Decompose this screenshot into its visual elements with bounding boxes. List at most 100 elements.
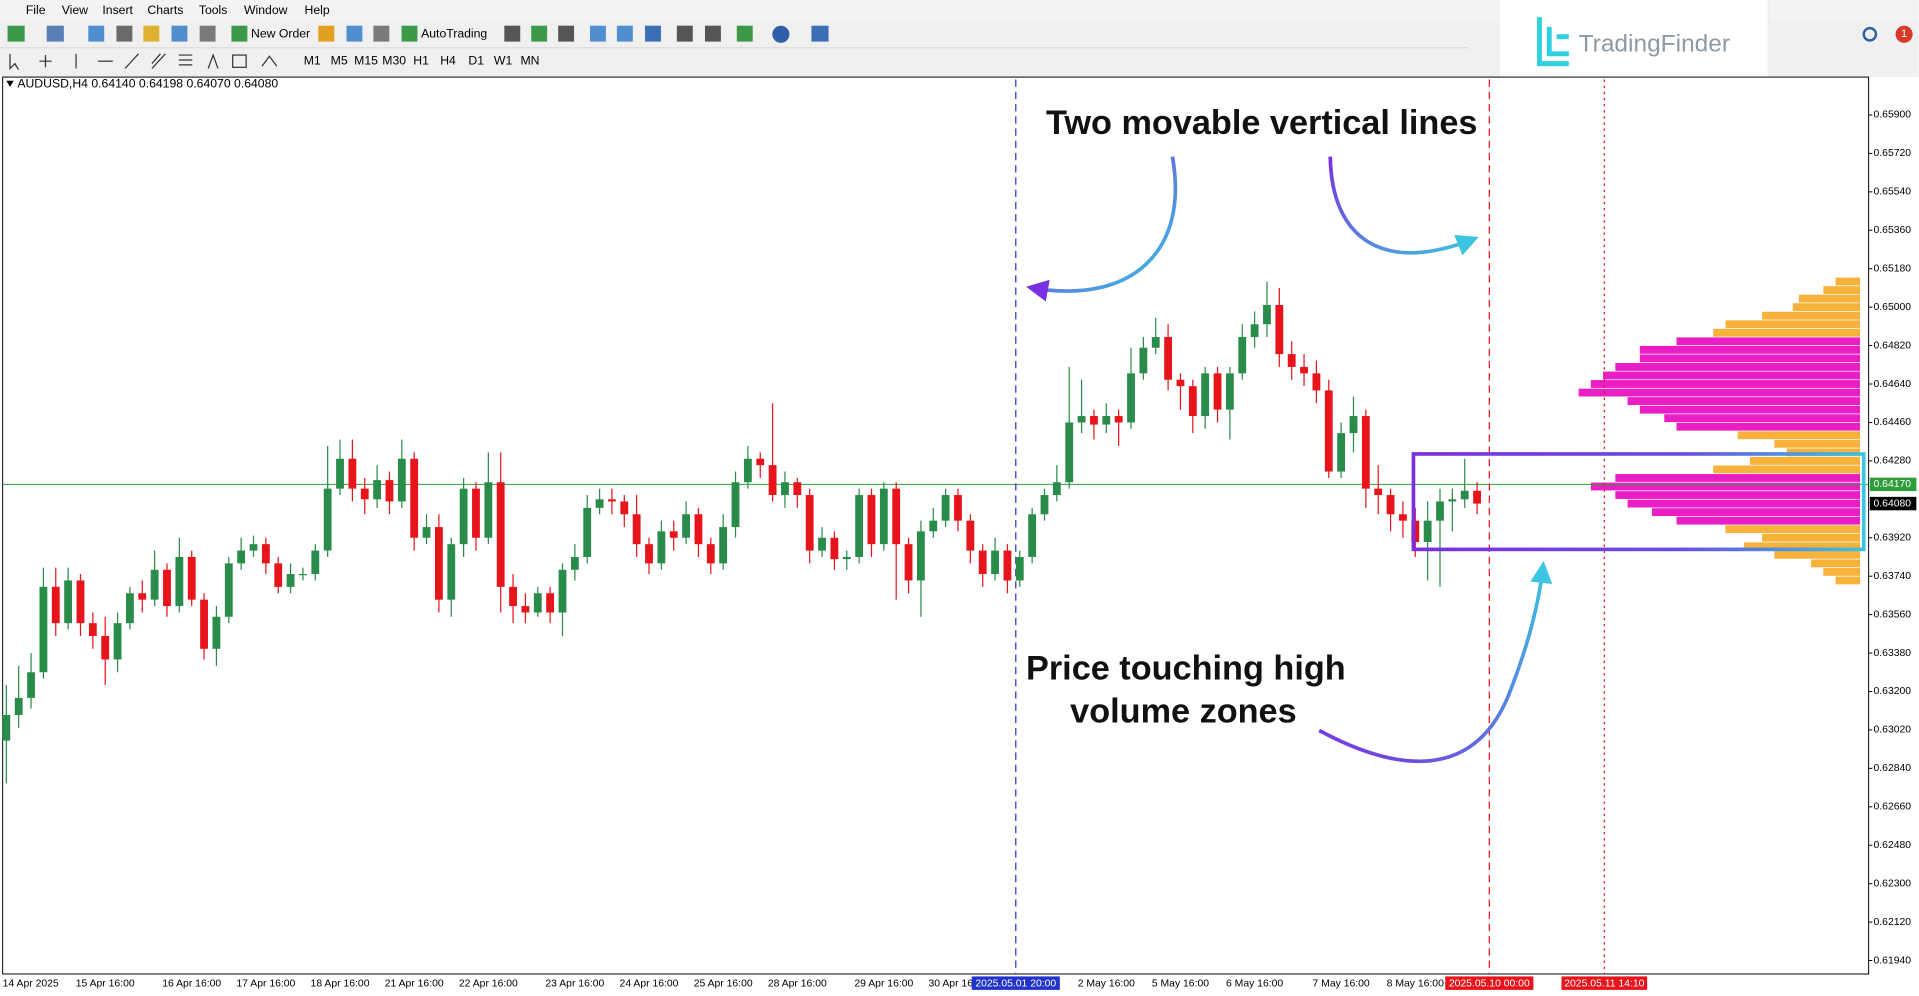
icon[interactable] (589, 25, 606, 42)
timeframe-button[interactable]: M1 (304, 53, 321, 67)
icon[interactable] (346, 25, 363, 42)
y-tick-label: 0.65000 (1874, 302, 1912, 313)
icon[interactable] (373, 25, 390, 42)
icon[interactable] (616, 25, 633, 42)
icon[interactable] (231, 25, 248, 42)
timeframe-button[interactable]: W1 (494, 53, 513, 67)
candle-body (830, 537, 839, 560)
y-tick-label: 0.63020 (1874, 725, 1912, 736)
candle-body (1213, 373, 1222, 410)
annotation: Two movable vertical lines (1046, 104, 1477, 142)
icon[interactable] (178, 54, 193, 66)
timeframe-button[interactable]: H4 (440, 53, 456, 67)
candle-body (805, 495, 814, 551)
candle-body (1374, 488, 1383, 496)
candle-body (249, 544, 258, 551)
timeframe-button[interactable]: H1 (413, 53, 429, 67)
x-tick-label: 7 May 16:00 (1313, 979, 1370, 990)
candle-body (14, 697, 23, 715)
symbol-menu-icon[interactable] (6, 80, 14, 87)
icon[interactable] (645, 25, 661, 42)
volume-bar (1627, 499, 1861, 508)
menu-item[interactable]: View (62, 3, 88, 17)
candle-body (558, 569, 567, 613)
menu-item[interactable]: Insert (102, 3, 133, 17)
icon[interactable] (772, 25, 790, 43)
candle-body (101, 635, 110, 660)
volume-bar (1835, 576, 1861, 585)
toolbar-button[interactable]: AutoTrading (421, 26, 487, 40)
icon[interactable] (676, 25, 693, 42)
icon[interactable] (9, 53, 20, 71)
candle-body (842, 556, 851, 560)
y-tick-label: 0.64820 (1874, 340, 1912, 351)
logo-text: TradingFinder (1579, 31, 1730, 58)
menu-item[interactable]: File (26, 3, 46, 17)
icon[interactable] (143, 25, 160, 42)
icon[interactable] (736, 25, 753, 42)
candle-body (422, 527, 431, 538)
candle-body (620, 501, 629, 515)
icon[interactable] (531, 25, 548, 42)
candle-body (904, 544, 913, 581)
icon[interactable] (232, 54, 247, 68)
menu-item[interactable]: Help (305, 3, 330, 17)
icon[interactable] (151, 53, 166, 69)
icon[interactable] (88, 25, 105, 42)
candle-body (1090, 416, 1098, 425)
candle-body (1448, 499, 1457, 502)
timeframe-button[interactable]: MN (521, 53, 540, 67)
icon[interactable] (504, 25, 521, 42)
icon[interactable] (811, 25, 829, 42)
search-icon[interactable] (1862, 26, 1878, 42)
volume-bar (1835, 277, 1861, 286)
icon[interactable] (171, 25, 188, 42)
icon[interactable] (558, 25, 575, 42)
timeframe-button[interactable]: M5 (331, 53, 348, 67)
volume-bar (1615, 491, 1861, 499)
toolbar-button[interactable]: New Order (251, 26, 310, 40)
menu-item[interactable]: Window (244, 3, 288, 17)
icon[interactable] (318, 25, 335, 42)
candle-body (385, 480, 394, 502)
volume-bar (1639, 345, 1861, 354)
volume-bar (1737, 431, 1861, 440)
candle-body (1139, 347, 1148, 374)
icon[interactable] (401, 25, 418, 42)
volume-bar (1578, 388, 1861, 397)
notification-badge[interactable] (1895, 25, 1913, 43)
y-tick-label: 0.64640 (1874, 379, 1912, 390)
icon[interactable] (199, 25, 216, 42)
y-tick-label: 0.63740 (1874, 571, 1912, 582)
icon[interactable] (116, 25, 133, 42)
chart-title: AUDUSD,H4 0.64140 0.64198 0.64070 0.6408… (17, 77, 278, 91)
volume-bar (1792, 303, 1861, 312)
candle-body (768, 465, 777, 496)
y-tick-label: 0.62660 (1874, 802, 1912, 813)
volume-bar (1725, 320, 1861, 329)
icon[interactable] (704, 25, 721, 42)
candle-body (719, 527, 728, 564)
x-tick-label: 17 Apr 16:00 (236, 979, 295, 990)
candle-body (323, 488, 332, 551)
volume-bar (1615, 363, 1861, 371)
candle-body (892, 488, 901, 545)
candle-body (966, 520, 975, 551)
menu-item[interactable]: Charts (147, 3, 183, 17)
icon[interactable] (207, 53, 219, 69)
icon[interactable] (39, 55, 52, 68)
candle-body (929, 520, 938, 532)
icon[interactable] (7, 25, 25, 42)
candle-body (1324, 390, 1333, 472)
icon[interactable] (46, 25, 64, 42)
menu-item[interactable]: Tools (199, 3, 228, 17)
annotation: volume zones (1070, 692, 1297, 730)
timeframe-button[interactable]: D1 (468, 53, 484, 67)
icon[interactable] (261, 55, 278, 67)
timeframe-button[interactable]: M30 (382, 53, 406, 67)
candle-body (756, 458, 765, 466)
icon[interactable] (124, 53, 139, 69)
timeframe-button[interactable]: M15 (354, 53, 378, 67)
candle-body (818, 537, 826, 551)
